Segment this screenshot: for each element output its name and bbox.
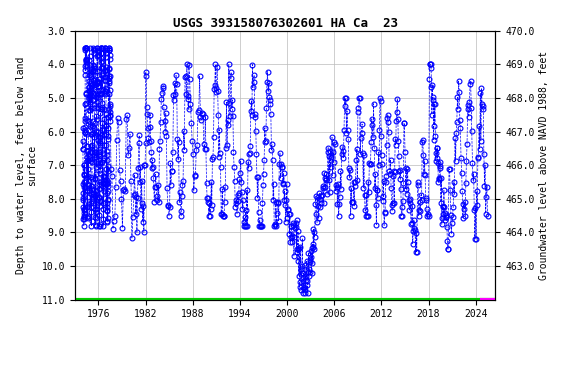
Y-axis label: Groundwater level above NAVD 1988, feet: Groundwater level above NAVD 1988, feet (539, 51, 548, 280)
Y-axis label: Depth to water level, feet below land
surface: Depth to water level, feet below land su… (16, 56, 37, 274)
Title: USGS 393158076302601 HA Ca  23: USGS 393158076302601 HA Ca 23 (173, 17, 397, 30)
